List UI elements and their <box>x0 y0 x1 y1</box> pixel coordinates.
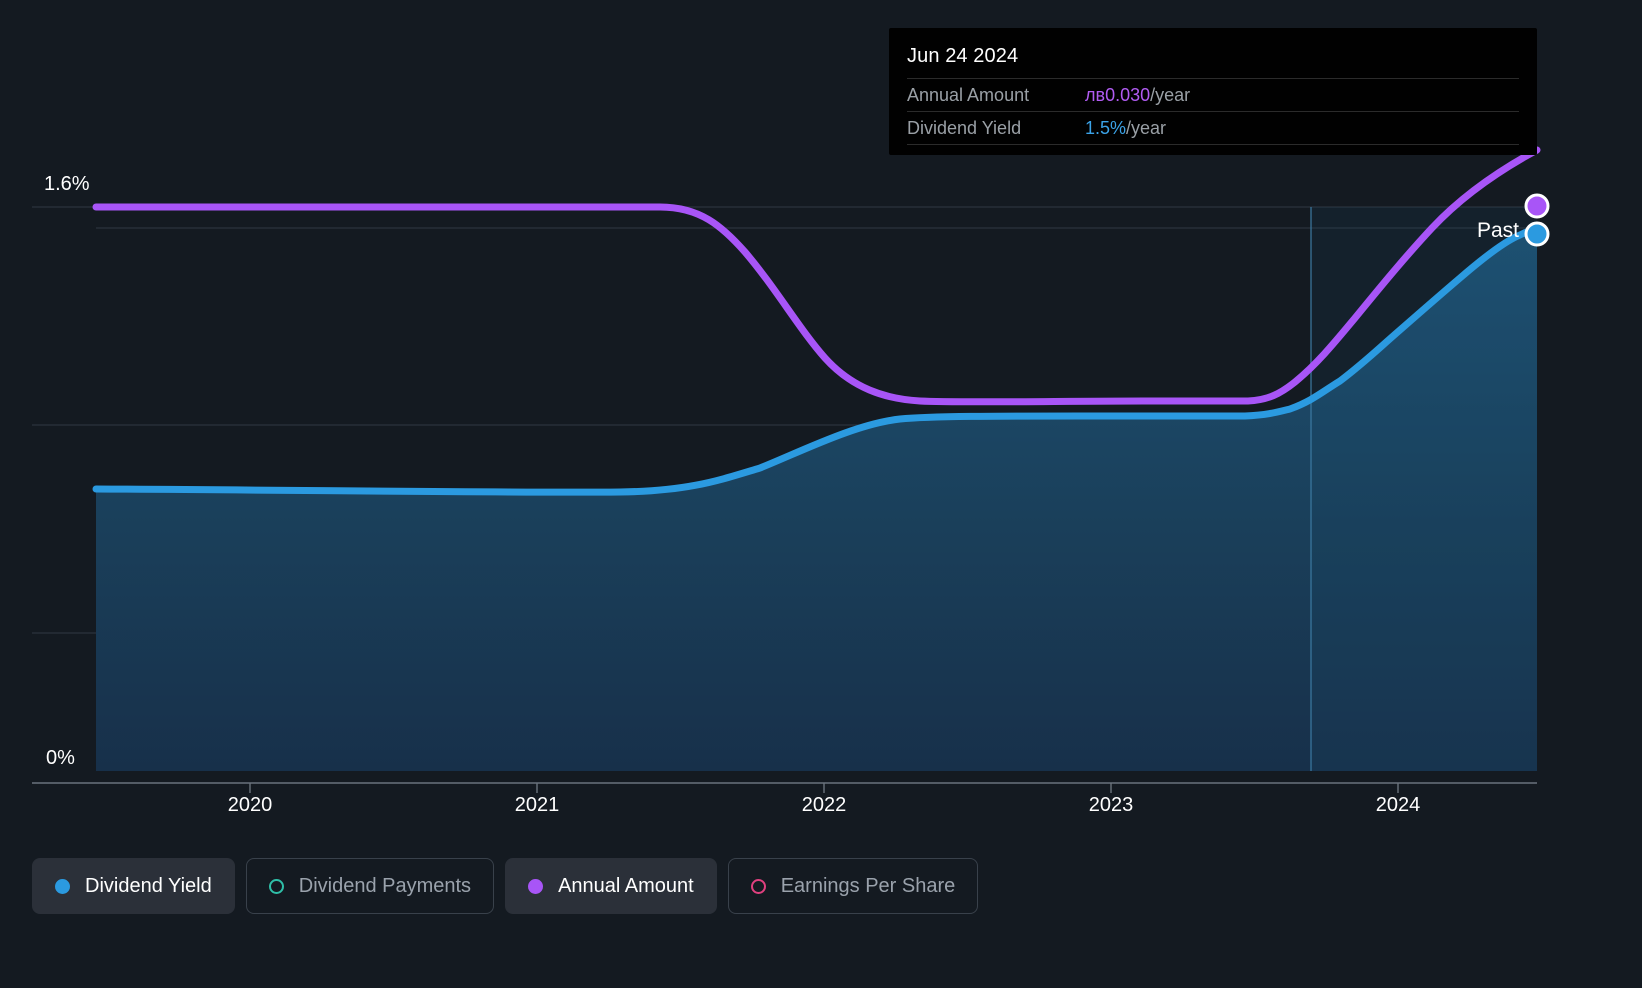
tooltip-label-dividend-yield: Dividend Yield <box>907 117 1022 138</box>
dividend-yield-endpoint-marker <box>1524 221 1550 247</box>
filled-circle-icon <box>528 878 544 894</box>
filled-circle-icon <box>55 878 70 894</box>
legend-item-dividend-yield[interactable]: Dividend Yield <box>32 858 235 914</box>
y-axis-bottom-label: 0% <box>46 747 75 769</box>
annual-amount-line <box>92 146 1541 406</box>
x-axis-ticks <box>249 783 1399 793</box>
tooltip-row-dividend-yield: Dividend Yield 1.5%/year <box>907 111 1519 145</box>
x-axis-label-2022: 2022 <box>801 794 847 816</box>
x-axis-label-2024: 2024 <box>1375 794 1421 816</box>
tooltip-value-dividend-yield-suffix: /year <box>1126 117 1167 138</box>
future-region-shading <box>1311 207 1537 771</box>
legend-label-dividend-payments: Dividend Payments <box>298 874 472 897</box>
tooltip-value-dividend-yield: 1.5%/year <box>1085 118 1166 139</box>
tooltip-value-annual-amount-suffix: /year <box>1150 84 1191 105</box>
x-axis-label-2020: 2020 <box>227 794 273 816</box>
legend-item-earnings-per-share[interactable]: Earnings Per Share <box>727 858 979 914</box>
dividend-yield-line <box>92 223 1541 496</box>
tooltip-value-annual-amount: лв0.030/year <box>1085 85 1190 106</box>
annual-amount-endpoint-marker <box>1524 193 1550 219</box>
tooltip-label-annual-amount: Annual Amount <box>907 84 1030 105</box>
past-period-label: Past <box>1477 219 1520 242</box>
x-axis-label-2023: 2023 <box>1088 794 1134 816</box>
chart-tooltip: Jun 24 2024 Annual Amount лв0.030/year D… <box>889 28 1537 155</box>
tooltip-value-annual-amount-number: лв0.030 <box>1085 84 1151 105</box>
tooltip-row-annual-amount: Annual Amount лв0.030/year <box>907 78 1519 111</box>
hollow-circle-icon <box>750 878 766 894</box>
legend-item-annual-amount[interactable]: Annual Amount <box>505 858 717 914</box>
legend-label-dividend-yield: Dividend Yield <box>85 874 212 897</box>
y-axis-top-label: 1.6% <box>44 173 90 195</box>
x-axis-label-2021: 2021 <box>514 794 560 816</box>
hollow-circle-icon <box>268 878 284 894</box>
dividend-yield-area <box>96 227 1537 771</box>
legend-item-dividend-payments[interactable]: Dividend Payments <box>245 858 495 914</box>
legend-label-annual-amount: Annual Amount <box>558 874 694 897</box>
chart-legend: Dividend Yield Dividend Payments Annual … <box>32 858 979 914</box>
tooltip-date: Jun 24 2024 <box>907 45 1019 67</box>
legend-label-earnings-per-share: Earnings Per Share <box>780 874 956 897</box>
tooltip-value-dividend-yield-number: 1.5% <box>1085 117 1127 138</box>
